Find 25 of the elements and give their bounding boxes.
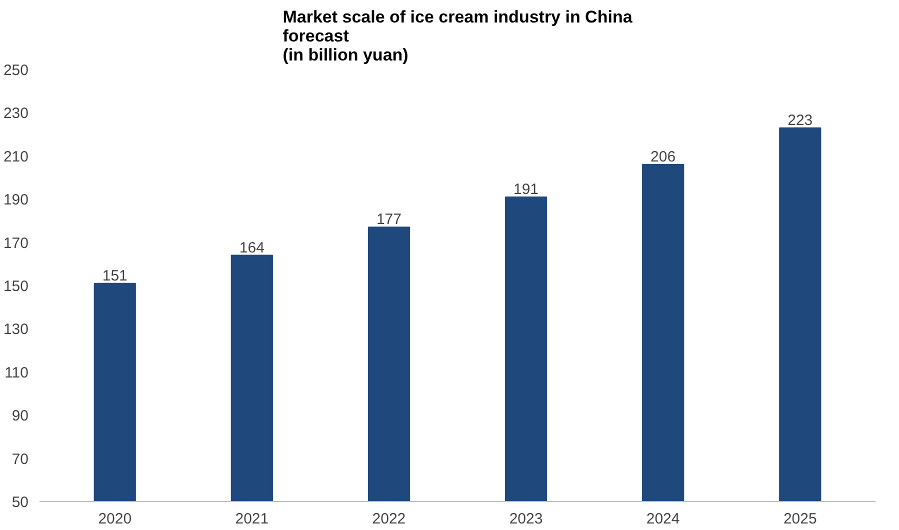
y-tick-label: 130 (3, 321, 29, 338)
x-tick-label: 2020 (98, 510, 132, 528)
y-tick-label: 70 (12, 450, 29, 468)
y-tick-label: 250 (3, 62, 29, 79)
y-tick-label: 170 (3, 234, 29, 252)
y-tick-label: 110 (4, 364, 29, 382)
data-label: 164 (239, 239, 264, 256)
y-tick-label: 230 (3, 105, 29, 122)
data-label: 151 (102, 267, 128, 284)
chart-subtitle: (in billion yuan) (282, 46, 408, 64)
y-tick-label: 210 (3, 148, 29, 166)
x-tick-label: 2025 (783, 510, 817, 528)
chart-title: Market scale of ice cream industry in China forecast (282, 8, 633, 46)
data-label: 223 (788, 112, 813, 129)
y-tick-label: 190 (3, 192, 29, 209)
x-tick-label: 2023 (509, 510, 543, 528)
x-tick-label: 2022 (372, 510, 406, 528)
y-tick-label: 150 (3, 278, 29, 295)
x-tick-label: 2024 (646, 510, 680, 528)
y-tick-label: 90 (12, 408, 29, 425)
data-label: 191 (514, 180, 539, 198)
data-label: 206 (650, 148, 676, 166)
x-tick-label: 2021 (235, 510, 269, 528)
y-tick-label: 50 (12, 494, 29, 511)
data-label: 177 (376, 211, 402, 228)
